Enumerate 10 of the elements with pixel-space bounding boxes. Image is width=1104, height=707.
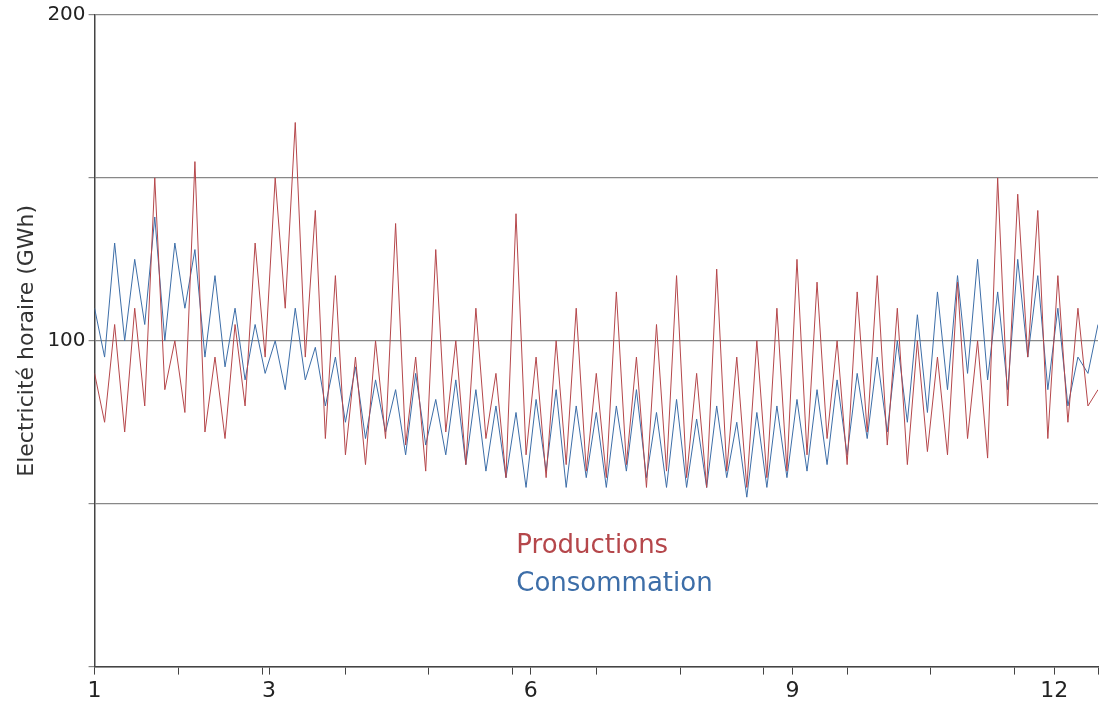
text: Consommation (516, 567, 713, 598)
x-tick-label: 1 (87, 676, 102, 702)
y-tick-label: 100 (47, 327, 86, 351)
x-tick-label: 3 (262, 676, 277, 702)
series-label: Productions (516, 529, 669, 560)
y-tick-label: 200 (47, 1, 86, 26)
x-tick-label: 9 (785, 676, 800, 702)
x-tick-label: 6 (523, 676, 538, 702)
x-tick-label: 12 (1040, 676, 1069, 702)
y-axis-title: Electricité horaire (GWh) (12, 204, 38, 477)
